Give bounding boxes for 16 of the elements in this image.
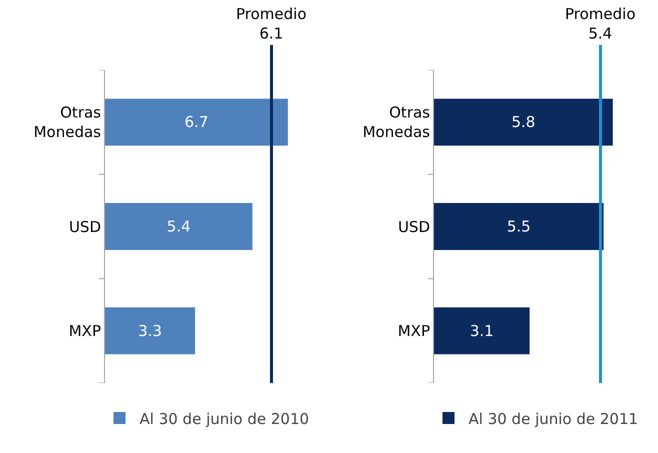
y-tick-label: MXP [398,322,430,340]
data-label: 3.3 [138,322,162,340]
ref-line-label: Promedio 5.4 [565,5,636,42]
data-label: 3.1 [470,322,494,340]
data-label: 6.7 [184,113,208,132]
y-tick-label: USD [398,218,430,236]
legend-label: Al 30 de junio de 2010 [140,410,310,428]
y-tick-label: MXP [68,322,101,340]
data-label: 5.8 [511,113,536,132]
data-label: 5.5 [506,218,531,236]
ref-line-label: Promedio 6.1 [236,5,307,42]
y-tick-label: USD [68,218,101,236]
data-label: 5.4 [166,218,191,236]
y-tick-label: Otras Monedas [362,104,430,142]
legend-label: Al 30 de junio de 2011 [468,410,638,428]
y-tick-label: Otras Monedas [34,104,102,142]
